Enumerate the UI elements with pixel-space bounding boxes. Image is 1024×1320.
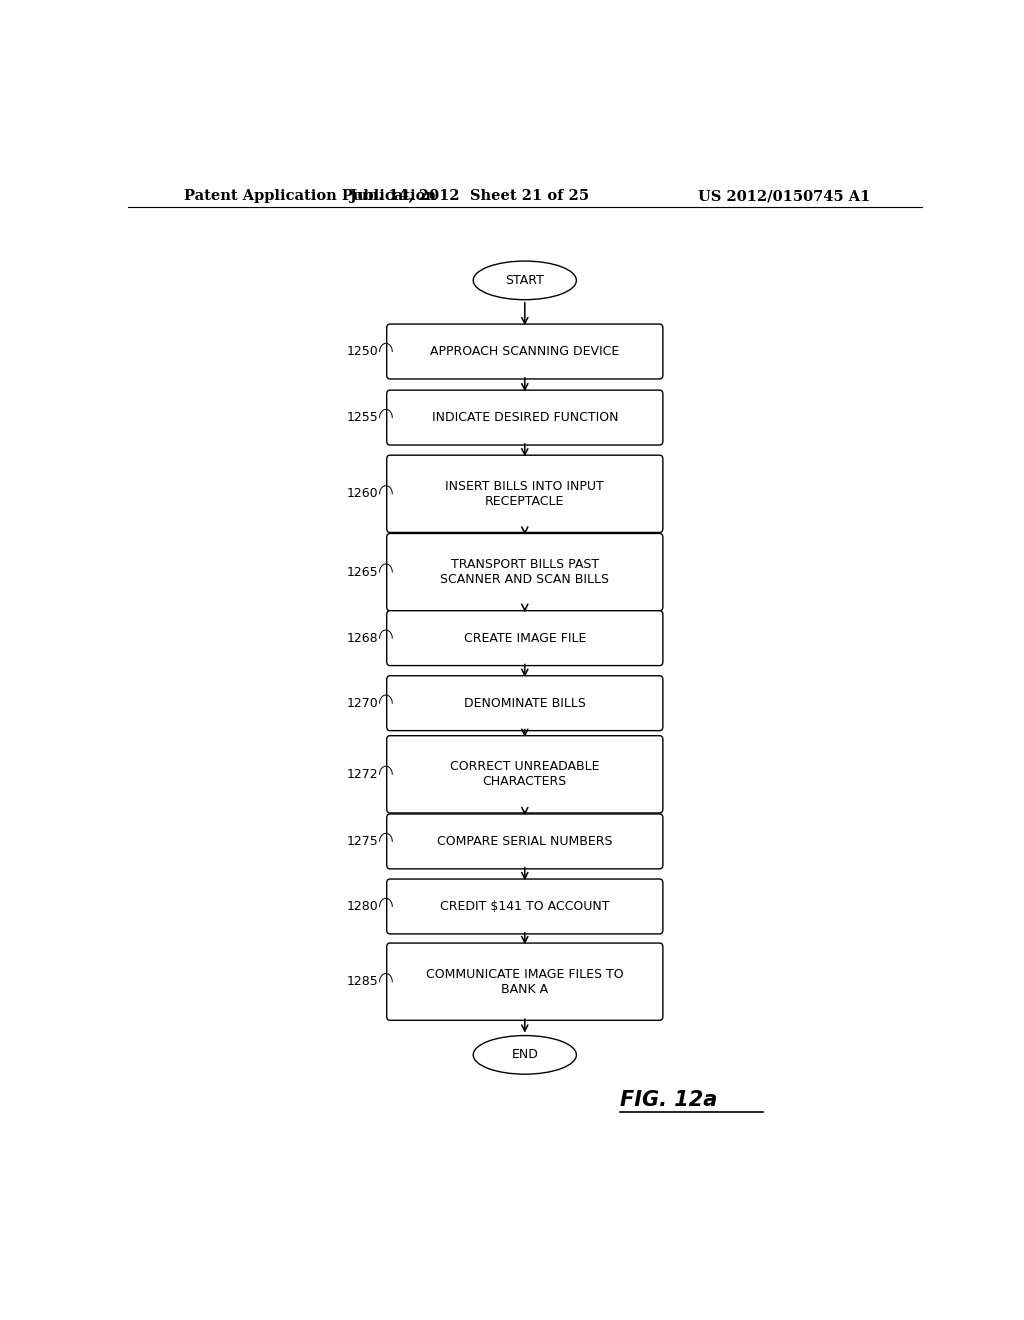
Text: TRANSPORT BILLS PAST
SCANNER AND SCAN BILLS: TRANSPORT BILLS PAST SCANNER AND SCAN BI…: [440, 558, 609, 586]
Text: COMPARE SERIAL NUMBERS: COMPARE SERIAL NUMBERS: [437, 836, 612, 847]
Text: END: END: [511, 1048, 539, 1061]
FancyBboxPatch shape: [387, 325, 663, 379]
Text: COMMUNICATE IMAGE FILES TO
BANK A: COMMUNICATE IMAGE FILES TO BANK A: [426, 968, 624, 995]
Text: 1265: 1265: [346, 565, 378, 578]
FancyBboxPatch shape: [387, 611, 663, 665]
FancyBboxPatch shape: [387, 533, 663, 611]
FancyBboxPatch shape: [387, 879, 663, 935]
Ellipse shape: [473, 261, 577, 300]
FancyBboxPatch shape: [387, 676, 663, 731]
FancyBboxPatch shape: [387, 455, 663, 532]
Text: 1250: 1250: [346, 345, 378, 358]
Text: INDICATE DESIRED FUNCTION: INDICATE DESIRED FUNCTION: [431, 411, 618, 424]
Text: 1275: 1275: [346, 836, 378, 847]
FancyBboxPatch shape: [387, 735, 663, 813]
Text: 1270: 1270: [346, 697, 378, 710]
Text: Jun. 14, 2012  Sheet 21 of 25: Jun. 14, 2012 Sheet 21 of 25: [349, 189, 589, 203]
FancyBboxPatch shape: [387, 391, 663, 445]
Text: CORRECT UNREADABLE
CHARACTERS: CORRECT UNREADABLE CHARACTERS: [451, 760, 599, 788]
Text: FIG. 12a: FIG. 12a: [620, 1089, 718, 1110]
Text: 1255: 1255: [346, 411, 378, 424]
FancyBboxPatch shape: [387, 814, 663, 869]
Text: CREDIT $141 TO ACCOUNT: CREDIT $141 TO ACCOUNT: [440, 900, 609, 913]
Text: 1260: 1260: [346, 487, 378, 500]
Text: 1268: 1268: [346, 632, 378, 644]
Text: APPROACH SCANNING DEVICE: APPROACH SCANNING DEVICE: [430, 345, 620, 358]
Text: 1280: 1280: [346, 900, 378, 913]
FancyBboxPatch shape: [387, 942, 663, 1020]
Text: 1285: 1285: [346, 975, 378, 989]
Text: START: START: [506, 273, 544, 286]
Text: CREATE IMAGE FILE: CREATE IMAGE FILE: [464, 632, 586, 644]
Text: US 2012/0150745 A1: US 2012/0150745 A1: [697, 189, 870, 203]
Ellipse shape: [473, 1036, 577, 1074]
Text: Patent Application Publication: Patent Application Publication: [183, 189, 435, 203]
Text: 1272: 1272: [346, 768, 378, 781]
Text: INSERT BILLS INTO INPUT
RECEPTACLE: INSERT BILLS INTO INPUT RECEPTACLE: [445, 479, 604, 508]
Text: DENOMINATE BILLS: DENOMINATE BILLS: [464, 697, 586, 710]
